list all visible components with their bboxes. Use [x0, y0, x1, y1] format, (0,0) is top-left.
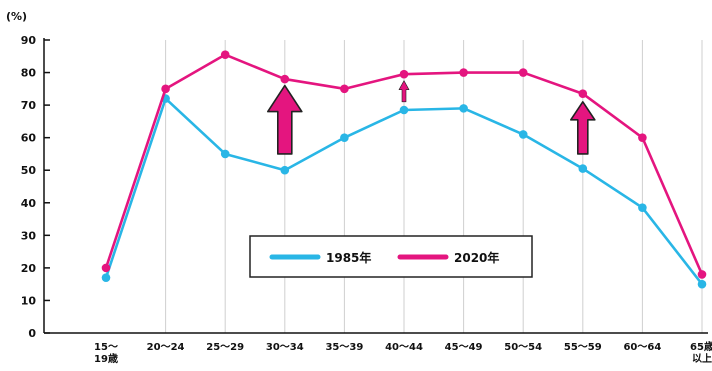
- x-tick-label: 15〜 19歳: [94, 342, 118, 365]
- data-point: [578, 89, 588, 99]
- x-tick-label: 50〜54: [504, 342, 542, 353]
- y-tick-label: 30: [21, 229, 37, 242]
- data-point: [399, 105, 409, 115]
- data-point: [459, 104, 468, 113]
- data-point: [578, 164, 588, 173]
- data-point: [220, 149, 230, 159]
- y-tick-label: 10: [21, 294, 37, 307]
- data-point: [697, 270, 707, 279]
- data-point: [340, 133, 349, 142]
- annotation-layer: [267, 80, 596, 155]
- x-tick-label: 60〜64: [623, 342, 661, 353]
- up-arrow-icon: [570, 101, 596, 155]
- data-point: [518, 68, 528, 77]
- y-tick-label: 60: [21, 132, 37, 145]
- y-tick-label: 0: [28, 327, 36, 340]
- x-tick-label: 20〜24: [147, 342, 185, 353]
- data-point: [101, 273, 111, 282]
- up-arrow-icon: [267, 84, 303, 155]
- data-point: [399, 69, 409, 79]
- data-point: [280, 165, 290, 175]
- data-point: [518, 130, 528, 139]
- y-unit-label: (%): [6, 10, 27, 23]
- legend-label-2020: 2020年: [454, 250, 499, 265]
- x-tick-label: 55〜59: [564, 342, 602, 353]
- series-layer: [101, 50, 707, 289]
- axes: 0 10 20 30 40 50 60 70 80 90 15〜 19歳 20〜24 25〜29 30〜34…: [21, 34, 712, 365]
- legend: 1985年 2020年: [249, 235, 533, 278]
- data-point: [101, 263, 111, 273]
- data-point: [638, 133, 647, 142]
- data-point: [340, 84, 349, 94]
- y-tick-label: 20: [21, 262, 37, 275]
- y-tick-label: 90: [21, 34, 37, 47]
- y-tick-label: 50: [21, 164, 37, 177]
- legend-label-1985: 1985年: [326, 250, 371, 265]
- x-tick-label: 65歳以上: [690, 340, 712, 365]
- data-point: [161, 84, 170, 94]
- x-tick-label: 35〜39: [325, 342, 363, 353]
- data-point: [638, 203, 647, 212]
- y-tick-label: 80: [21, 67, 37, 80]
- grid: [165, 40, 703, 333]
- x-tick-label: 45〜49: [445, 342, 483, 353]
- x-tick-label: 40〜44: [385, 342, 423, 353]
- y-tick-label: 70: [21, 99, 37, 112]
- data-point: [459, 68, 468, 77]
- up-arrow-icon: [398, 80, 410, 103]
- data-point: [220, 50, 230, 59]
- x-tick-label: 30〜34: [266, 342, 304, 353]
- data-point: [280, 74, 290, 84]
- x-tick-label: 25〜29: [206, 342, 244, 353]
- y-tick-label: 40: [21, 197, 37, 210]
- data-point: [697, 279, 707, 289]
